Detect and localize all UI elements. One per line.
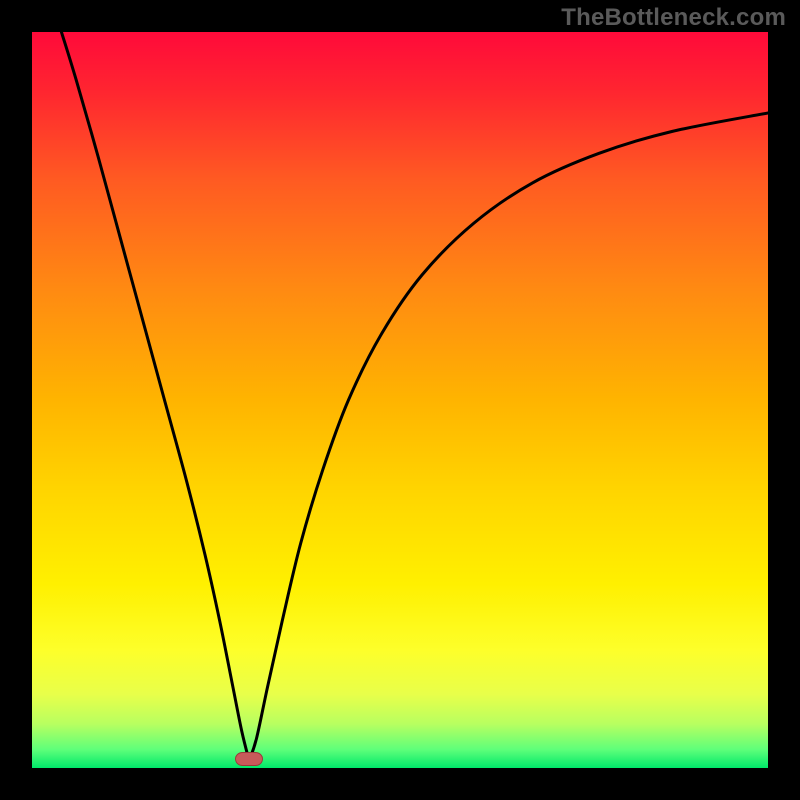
watermark-text: TheBottleneck.com [561, 4, 786, 32]
bottleneck-curve [32, 32, 768, 768]
minimum-marker [235, 752, 263, 766]
chart-stage: TheBottleneck.com [0, 0, 800, 800]
plot-area [32, 32, 768, 768]
